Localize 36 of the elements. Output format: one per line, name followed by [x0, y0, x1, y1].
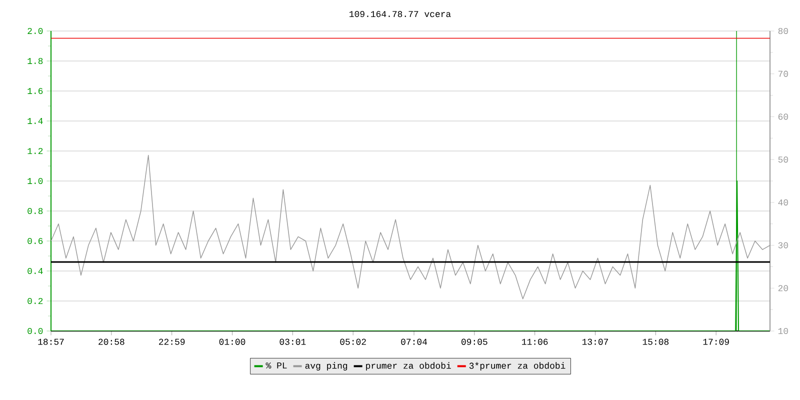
- y-tick-label: 1.8: [28, 58, 43, 64]
- legend-label: prumer za obdobi: [366, 362, 451, 371]
- legend-label: % PL: [266, 362, 287, 368]
- y-tick-label: 0.0: [28, 328, 43, 334]
- y-tick-label: 0.4: [28, 268, 43, 274]
- y-tick-label: 0.6: [28, 238, 43, 244]
- y-tick-label: 2.0: [28, 28, 43, 34]
- y-tick-label: 1.6: [28, 88, 43, 94]
- x-tick-label: 13:07: [582, 338, 608, 345]
- y2-tick-label: 30: [778, 242, 788, 248]
- y-tick-label: 1.2: [28, 148, 43, 154]
- y-tick-label: 0.2: [28, 298, 43, 304]
- y2-tick-label: 50: [778, 156, 788, 163]
- y2-tick-label: 20: [778, 285, 788, 292]
- x-tick-label: 18:57: [38, 338, 64, 345]
- y2-tick-label: 80: [778, 28, 788, 34]
- y2-tick-label: 70: [778, 70, 788, 77]
- x-tick-label: 05:02: [340, 338, 366, 345]
- y2-tick-label: 40: [778, 199, 788, 206]
- y-tick-label: 1.0: [28, 178, 43, 184]
- x-tick-label: 03:01: [280, 338, 306, 345]
- chart-title: 109.164.78.77 vcera: [350, 10, 451, 18]
- x-tick-label: 17:09: [703, 338, 729, 345]
- x-tick-label: 15:08: [642, 338, 669, 345]
- x-tick-label: 07:04: [401, 338, 427, 345]
- y-tick-label: 0.8: [28, 208, 43, 214]
- x-tick-label: 22:59: [159, 338, 185, 345]
- y2-tick-label: 10: [778, 328, 788, 334]
- y-tick-label: 1.4: [28, 118, 43, 124]
- legend-label: 3*prumer za obdobi: [469, 362, 566, 371]
- legend-label: avg ping: [305, 362, 348, 371]
- x-tick-label: 11:06: [522, 338, 548, 345]
- x-tick-label: 20:58: [98, 338, 124, 345]
- y2-tick-label: 60: [778, 114, 788, 120]
- x-tick-label: 09:05: [462, 338, 488, 345]
- x-tick-label: 01:00: [219, 338, 246, 345]
